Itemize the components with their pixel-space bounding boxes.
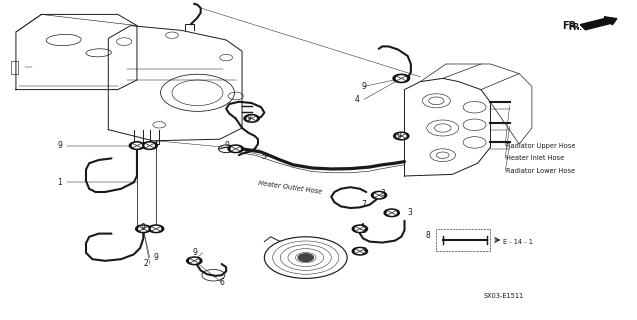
Circle shape: [228, 145, 243, 153]
Text: 3: 3: [361, 226, 366, 235]
Text: FR.: FR.: [562, 21, 580, 31]
Circle shape: [139, 227, 148, 231]
Text: 3: 3: [408, 208, 413, 217]
Circle shape: [231, 147, 240, 151]
Text: SX03-E1511: SX03-E1511: [483, 293, 523, 299]
Circle shape: [355, 227, 364, 231]
Circle shape: [298, 254, 313, 261]
Circle shape: [394, 132, 409, 140]
Text: 9: 9: [57, 141, 62, 150]
Circle shape: [375, 193, 383, 197]
Circle shape: [396, 76, 406, 81]
Circle shape: [387, 211, 396, 215]
Circle shape: [393, 74, 410, 83]
Text: 5: 5: [261, 152, 266, 161]
Circle shape: [129, 142, 145, 149]
Text: 9: 9: [224, 141, 229, 150]
Text: 9: 9: [396, 132, 401, 140]
Circle shape: [152, 227, 161, 231]
Circle shape: [145, 143, 154, 148]
Text: Heater Inlet Hose: Heater Inlet Hose: [506, 156, 564, 161]
Circle shape: [355, 249, 364, 253]
Text: E - 14 - 1: E - 14 - 1: [503, 239, 533, 244]
Text: 1: 1: [58, 178, 62, 187]
Text: 9: 9: [192, 248, 197, 257]
Circle shape: [247, 116, 256, 121]
Circle shape: [352, 225, 368, 233]
Circle shape: [190, 259, 199, 263]
Bar: [11, 61, 18, 74]
Text: 9: 9: [140, 223, 145, 232]
Circle shape: [397, 134, 406, 138]
Circle shape: [352, 247, 368, 255]
Circle shape: [148, 225, 164, 233]
Circle shape: [187, 257, 202, 265]
Text: 2: 2: [143, 260, 148, 268]
Circle shape: [371, 191, 387, 199]
Text: 3: 3: [361, 247, 366, 256]
Circle shape: [136, 225, 151, 233]
Circle shape: [384, 209, 399, 217]
Text: FR.: FR.: [569, 23, 583, 32]
Circle shape: [244, 115, 259, 122]
Text: 9: 9: [361, 82, 366, 91]
Text: 9: 9: [247, 114, 252, 123]
Text: 4: 4: [355, 95, 360, 104]
Text: 7: 7: [361, 200, 366, 209]
Text: 9: 9: [153, 253, 158, 262]
Text: Radiator Lower Hose: Radiator Lower Hose: [506, 168, 576, 174]
FancyArrow shape: [580, 17, 617, 30]
Text: Radiator Upper Hose: Radiator Upper Hose: [506, 143, 576, 148]
Text: 3: 3: [380, 189, 385, 198]
Circle shape: [132, 143, 141, 148]
Text: 8: 8: [426, 231, 430, 240]
Text: 6: 6: [220, 278, 225, 287]
Circle shape: [142, 142, 157, 149]
Text: Heater Outlet Hose: Heater Outlet Hose: [257, 180, 322, 195]
Bar: [436, 229, 490, 251]
